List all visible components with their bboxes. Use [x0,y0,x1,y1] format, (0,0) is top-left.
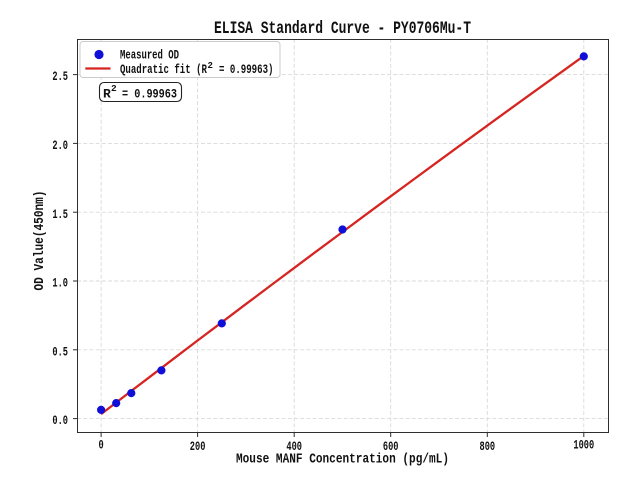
svg-text:400: 400 [286,439,302,454]
svg-text:Measured OD: Measured OD [120,49,179,63]
svg-text:1.0: 1.0 [52,276,68,291]
svg-text:2.0: 2.0 [52,138,68,153]
svg-text:0.5: 0.5 [52,344,68,359]
svg-text:0.0: 0.0 [52,413,68,428]
svg-text:2: 2 [208,61,213,71]
svg-text:R: R [103,87,111,102]
svg-text:ELISA Standard Curve - PY0706M: ELISA Standard Curve - PY0706Mu-T [214,19,471,39]
svg-text:= 0.99963): = 0.99963) [214,63,274,77]
svg-text:200: 200 [190,439,206,454]
svg-text:= 0.99963: = 0.99963 [122,87,177,102]
svg-text:Quadratic fit (R: Quadratic fit (R [120,63,207,77]
svg-text:0: 0 [99,438,104,453]
svg-text:2: 2 [111,83,117,94]
svg-text:1.5: 1.5 [52,207,68,222]
svg-text:Mouse MANF Concentration (pg/m: Mouse MANF Concentration (pg/mL) [236,453,449,468]
svg-text:600: 600 [383,439,399,454]
svg-text:OD Value(450nm): OD Value(450nm) [33,191,48,291]
svg-text:1000: 1000 [573,438,594,453]
svg-text:800: 800 [480,439,496,454]
svg-text:2.5: 2.5 [52,69,68,84]
